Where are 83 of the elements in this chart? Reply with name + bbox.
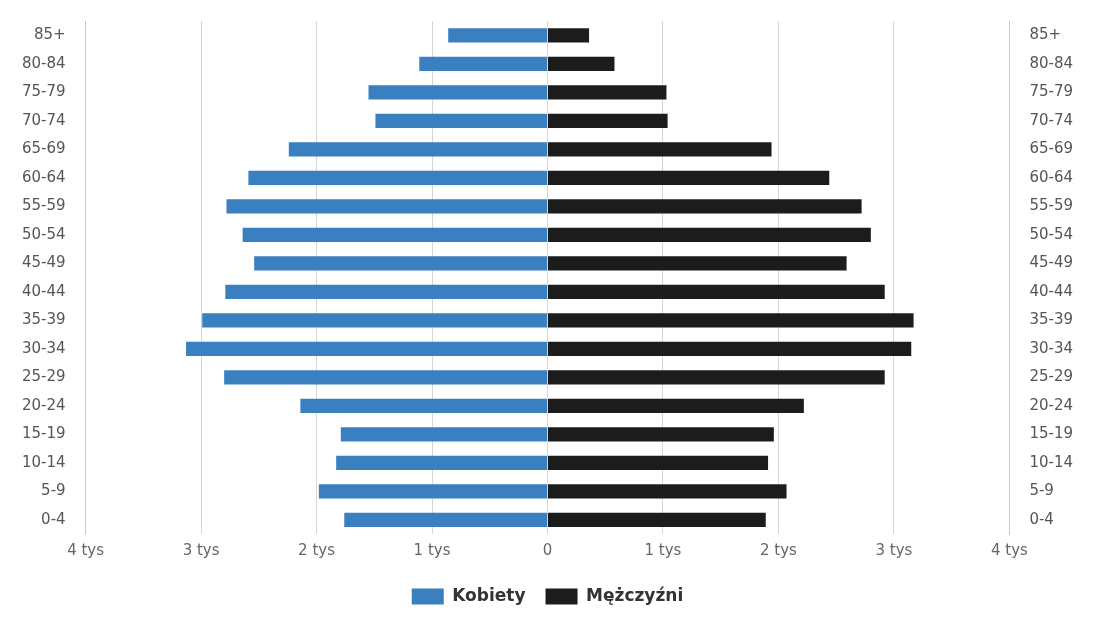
bar bbox=[344, 512, 547, 527]
x-tick-label: 4 tys bbox=[67, 540, 105, 559]
x-tick-label: 1 tys bbox=[644, 540, 682, 559]
category-label: 50-54 bbox=[1029, 224, 1074, 243]
category-label: 45-49 bbox=[1029, 253, 1074, 272]
bar bbox=[548, 512, 766, 527]
bar bbox=[548, 85, 667, 100]
bar bbox=[548, 284, 885, 299]
category-label: 60-64 bbox=[1029, 167, 1074, 186]
bar bbox=[340, 427, 547, 442]
category-label: 40-44 bbox=[1029, 281, 1074, 300]
y-tick-label: 65-69 bbox=[21, 139, 66, 158]
bar bbox=[242, 227, 547, 242]
bar bbox=[548, 341, 912, 356]
category-label: 70-74 bbox=[1029, 110, 1074, 129]
bar bbox=[375, 113, 547, 128]
y-tick-label: 15-19 bbox=[21, 424, 66, 443]
x-tick-label: 3 tys bbox=[875, 540, 913, 559]
bar bbox=[548, 427, 774, 442]
x-tick-label: 3 tys bbox=[182, 540, 220, 559]
category-label: 80-84 bbox=[1029, 53, 1074, 72]
category-label: 20-24 bbox=[1029, 395, 1074, 414]
bar bbox=[288, 142, 547, 157]
bar bbox=[318, 484, 547, 499]
y-tick-label: 55-59 bbox=[21, 196, 66, 215]
legend-label: Mężczyźni bbox=[586, 584, 684, 605]
bar bbox=[336, 455, 547, 470]
bar bbox=[248, 170, 547, 185]
bar bbox=[548, 56, 615, 71]
y-tick-label: 80-84 bbox=[21, 53, 66, 72]
y-tick-label: 5-9 bbox=[41, 481, 66, 500]
bar bbox=[548, 113, 668, 128]
category-label: 5-9 bbox=[1029, 481, 1054, 500]
y-tick-label: 60-64 bbox=[21, 167, 66, 186]
x-tick-label: 4 tys bbox=[990, 540, 1029, 559]
category-label: 15-19 bbox=[1029, 424, 1074, 443]
y-tick-label: 25-29 bbox=[21, 367, 66, 386]
y-tick-label: 40-44 bbox=[21, 281, 66, 300]
bar bbox=[548, 313, 914, 328]
bar bbox=[548, 455, 769, 470]
x-tick-label: 2 tys bbox=[298, 540, 336, 559]
x-tick-label: 1 tys bbox=[413, 540, 451, 559]
y-tick-label: 0-4 bbox=[41, 509, 66, 528]
category-label: 55-59 bbox=[1029, 196, 1074, 215]
bar bbox=[186, 341, 547, 356]
category-label: 10-14 bbox=[1029, 452, 1074, 471]
bar bbox=[548, 227, 871, 242]
bar bbox=[226, 199, 547, 214]
bar bbox=[419, 56, 547, 71]
bar bbox=[548, 256, 847, 271]
bar bbox=[548, 370, 885, 385]
y-tick-label: 45-49 bbox=[21, 253, 66, 272]
category-label: 0-4 bbox=[1029, 509, 1054, 528]
bar bbox=[254, 256, 547, 271]
legend-label: Kobiety bbox=[452, 584, 526, 605]
bar bbox=[548, 142, 772, 157]
bar bbox=[548, 484, 787, 499]
x-tick-label: 2 tys bbox=[760, 540, 798, 559]
y-tick-label: 30-34 bbox=[21, 338, 66, 357]
y-tick-label: 50-54 bbox=[21, 224, 66, 243]
bar bbox=[548, 170, 830, 185]
bar bbox=[368, 85, 547, 100]
bar bbox=[548, 398, 804, 413]
category-label: 75-79 bbox=[1029, 82, 1074, 101]
bar bbox=[225, 284, 547, 299]
bar bbox=[202, 313, 547, 328]
x-tick-label: 0 bbox=[542, 540, 553, 559]
y-tick-label: 35-39 bbox=[21, 310, 66, 329]
y-tick-label: 75-79 bbox=[21, 82, 66, 101]
category-label: 25-29 bbox=[1029, 367, 1074, 386]
bar bbox=[548, 199, 862, 214]
y-tick-label: 10-14 bbox=[21, 452, 66, 471]
category-label: 30-34 bbox=[1029, 338, 1074, 357]
bar bbox=[224, 370, 547, 385]
bar bbox=[300, 398, 547, 413]
category-label: 85+ bbox=[1029, 25, 1062, 44]
bar bbox=[448, 28, 547, 43]
category-label: 35-39 bbox=[1029, 310, 1074, 329]
y-tick-label: 70-74 bbox=[21, 110, 66, 129]
y-tick-label: 20-24 bbox=[21, 395, 66, 414]
category-label: 65-69 bbox=[1029, 139, 1074, 158]
y-tick-label: 85+ bbox=[33, 25, 66, 44]
bar bbox=[548, 28, 590, 43]
